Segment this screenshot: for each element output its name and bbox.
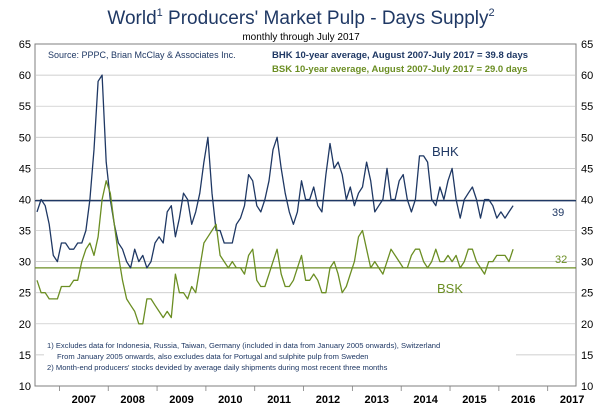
y-tick-label-left: 10 (19, 381, 31, 393)
average-lines (35, 200, 576, 269)
source-note: Source: PPPC, Brian McClay & Associates … (48, 50, 236, 60)
y-tick-label-left: 35 (19, 226, 31, 238)
bsk-end-value: 32 (555, 254, 567, 266)
y-tick-label-left: 15 (19, 350, 31, 362)
y-tick-label-left: 65 (19, 39, 31, 51)
x-tick-label: 2017 (560, 394, 584, 406)
plot-frame (34, 43, 577, 387)
y-tick-label-left: 60 (19, 70, 31, 82)
footnote-box (44, 338, 516, 372)
y-tick-label-left: 40 (19, 194, 31, 206)
bhk-series-label: BHK (432, 144, 459, 159)
bhk-end-value: 39 (552, 207, 564, 219)
y-tick-label-right: 20 (581, 319, 593, 331)
footnote-1: 1) Excludes data for Indonesia, Russia, … (47, 341, 440, 350)
bhk-series-line (36, 74, 514, 269)
footnote-3: 2) Month-end producers' stocks devided b… (47, 363, 388, 372)
y-tick-label-right: 45 (581, 163, 593, 175)
bhk-average-annotation: BHK 10-year average, August 2007-July 20… (272, 50, 528, 61)
bsk-average-annotation: BSK 10-year average, August 2007-July 20… (272, 64, 528, 75)
x-tick-label: 2013 (365, 394, 389, 406)
y-tick-label-right: 25 (581, 288, 593, 300)
series-layer (36, 74, 514, 325)
footnote-2: From January 2005 onwards, also excludes… (57, 352, 369, 361)
x-tick-label: 2010 (218, 394, 242, 406)
y-tick-label-right: 65 (581, 39, 593, 51)
chart-title: World1 Producers' Market Pulp - Days Sup… (107, 7, 494, 29)
x-tick-label: 2008 (120, 394, 144, 406)
y-tick-label-right: 35 (581, 226, 593, 238)
y-tick-label-right: 50 (581, 132, 593, 144)
x-tick-label: 2016 (511, 394, 535, 406)
x-axis-labels: 2007 2008 2009 2010 2011 2012 2013 2014 2015 2016… (59, 386, 584, 406)
y-tick-label-left: 20 (19, 319, 31, 331)
y-tick-label-right: 60 (581, 70, 593, 82)
x-tick-label: 2012 (316, 394, 340, 406)
y-axis-right: 10 15 20 25 30 35 40 45 50 55 60 65 (581, 39, 593, 393)
y-tick-label-left: 55 (19, 101, 31, 113)
x-tick-label: 2015 (462, 394, 486, 406)
y-axis-left: 10 15 20 25 30 35 40 45 50 55 60 65 (19, 39, 31, 393)
chart-subtitle: monthly through July 2017 (242, 32, 360, 43)
y-tick-label-right: 40 (581, 194, 593, 206)
y-tick-label-left: 45 (19, 163, 31, 175)
x-tick-label: 2007 (72, 394, 96, 406)
y-tick-label-right: 15 (581, 350, 593, 362)
y-tick-label-left: 50 (19, 132, 31, 144)
x-tick-label: 2011 (267, 394, 291, 406)
x-tick-label: 2009 (169, 394, 193, 406)
y-tick-label-left: 25 (19, 288, 31, 300)
x-tick-label: 2014 (413, 394, 438, 406)
y-tick-label-right: 30 (581, 257, 593, 269)
y-tick-label-left: 30 (19, 257, 31, 269)
y-tick-label-right: 10 (581, 381, 593, 393)
bsk-series-label: BSK (437, 281, 463, 296)
bsk-series-line (36, 180, 514, 325)
y-tick-label-right: 55 (581, 101, 593, 113)
